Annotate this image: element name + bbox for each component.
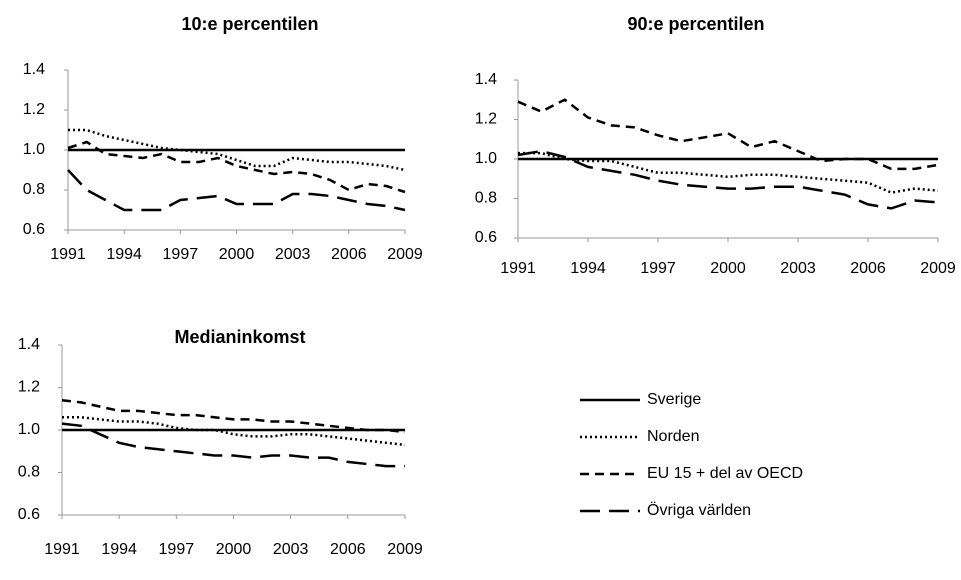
x-tick-label: 2000 [219,246,255,263]
y-tick-label: 1.2 [23,101,45,118]
y-tick-label: 1.2 [475,111,497,128]
x-tick-label: 2006 [850,260,886,277]
x-tick-label: 2000 [710,260,746,277]
y-tick-label: 0.8 [475,190,497,207]
y-tick-label: 1.4 [18,336,40,353]
legend-label: Norden [647,428,699,445]
series-line [61,422,405,468]
x-tick-label: 2009 [387,246,423,263]
series-line [517,149,939,210]
series-line [61,399,406,434]
x-tick-label: 1991 [50,246,86,263]
y-tick-label: 1.0 [18,421,40,438]
y-tick-label: 1.4 [475,71,497,88]
chart-title: 10:e percentilen [181,14,318,34]
legend-label: Övriga världen [647,501,751,519]
x-tick-label: 2009 [387,541,423,558]
x-tick-label: 1997 [159,541,195,558]
y-tick-label: 1.2 [18,379,40,396]
series-line [67,140,406,194]
y-tick-label: 0.8 [23,181,45,198]
series-line [517,98,939,171]
y-tick-label: 0.6 [475,229,497,246]
x-tick-label: 1991 [500,260,536,277]
series-line [68,128,406,172]
x-tick-label: 2009 [920,260,956,277]
y-tick-label: 0.6 [23,221,45,238]
x-tick-label: 2003 [275,246,311,263]
legend-label: Sverige [647,391,701,408]
y-tick-label: 0.6 [18,506,40,523]
x-tick-label: 2003 [273,541,309,558]
x-tick-label: 2006 [331,246,367,263]
x-tick-label: 1994 [570,260,606,277]
series-line [67,169,406,212]
x-tick-label: 1994 [106,246,142,263]
y-tick-label: 1.4 [23,61,45,78]
x-tick-label: 1994 [101,541,137,558]
x-tick-label: 1997 [640,260,676,277]
x-tick-label: 2006 [330,541,366,558]
legend-label: EU 15 + del av OECD [647,465,803,482]
x-tick-label: 1991 [44,541,80,558]
x-tick-label: 2000 [216,541,252,558]
chart-title: Medianinkomst [174,327,305,347]
chart-title: 90:e percentilen [627,14,764,34]
x-tick-label: 2003 [780,260,816,277]
series-line [518,151,939,194]
y-tick-label: 1.0 [23,141,45,158]
x-tick-label: 1997 [163,246,199,263]
y-tick-label: 0.8 [18,464,40,481]
y-tick-label: 1.0 [475,150,497,167]
